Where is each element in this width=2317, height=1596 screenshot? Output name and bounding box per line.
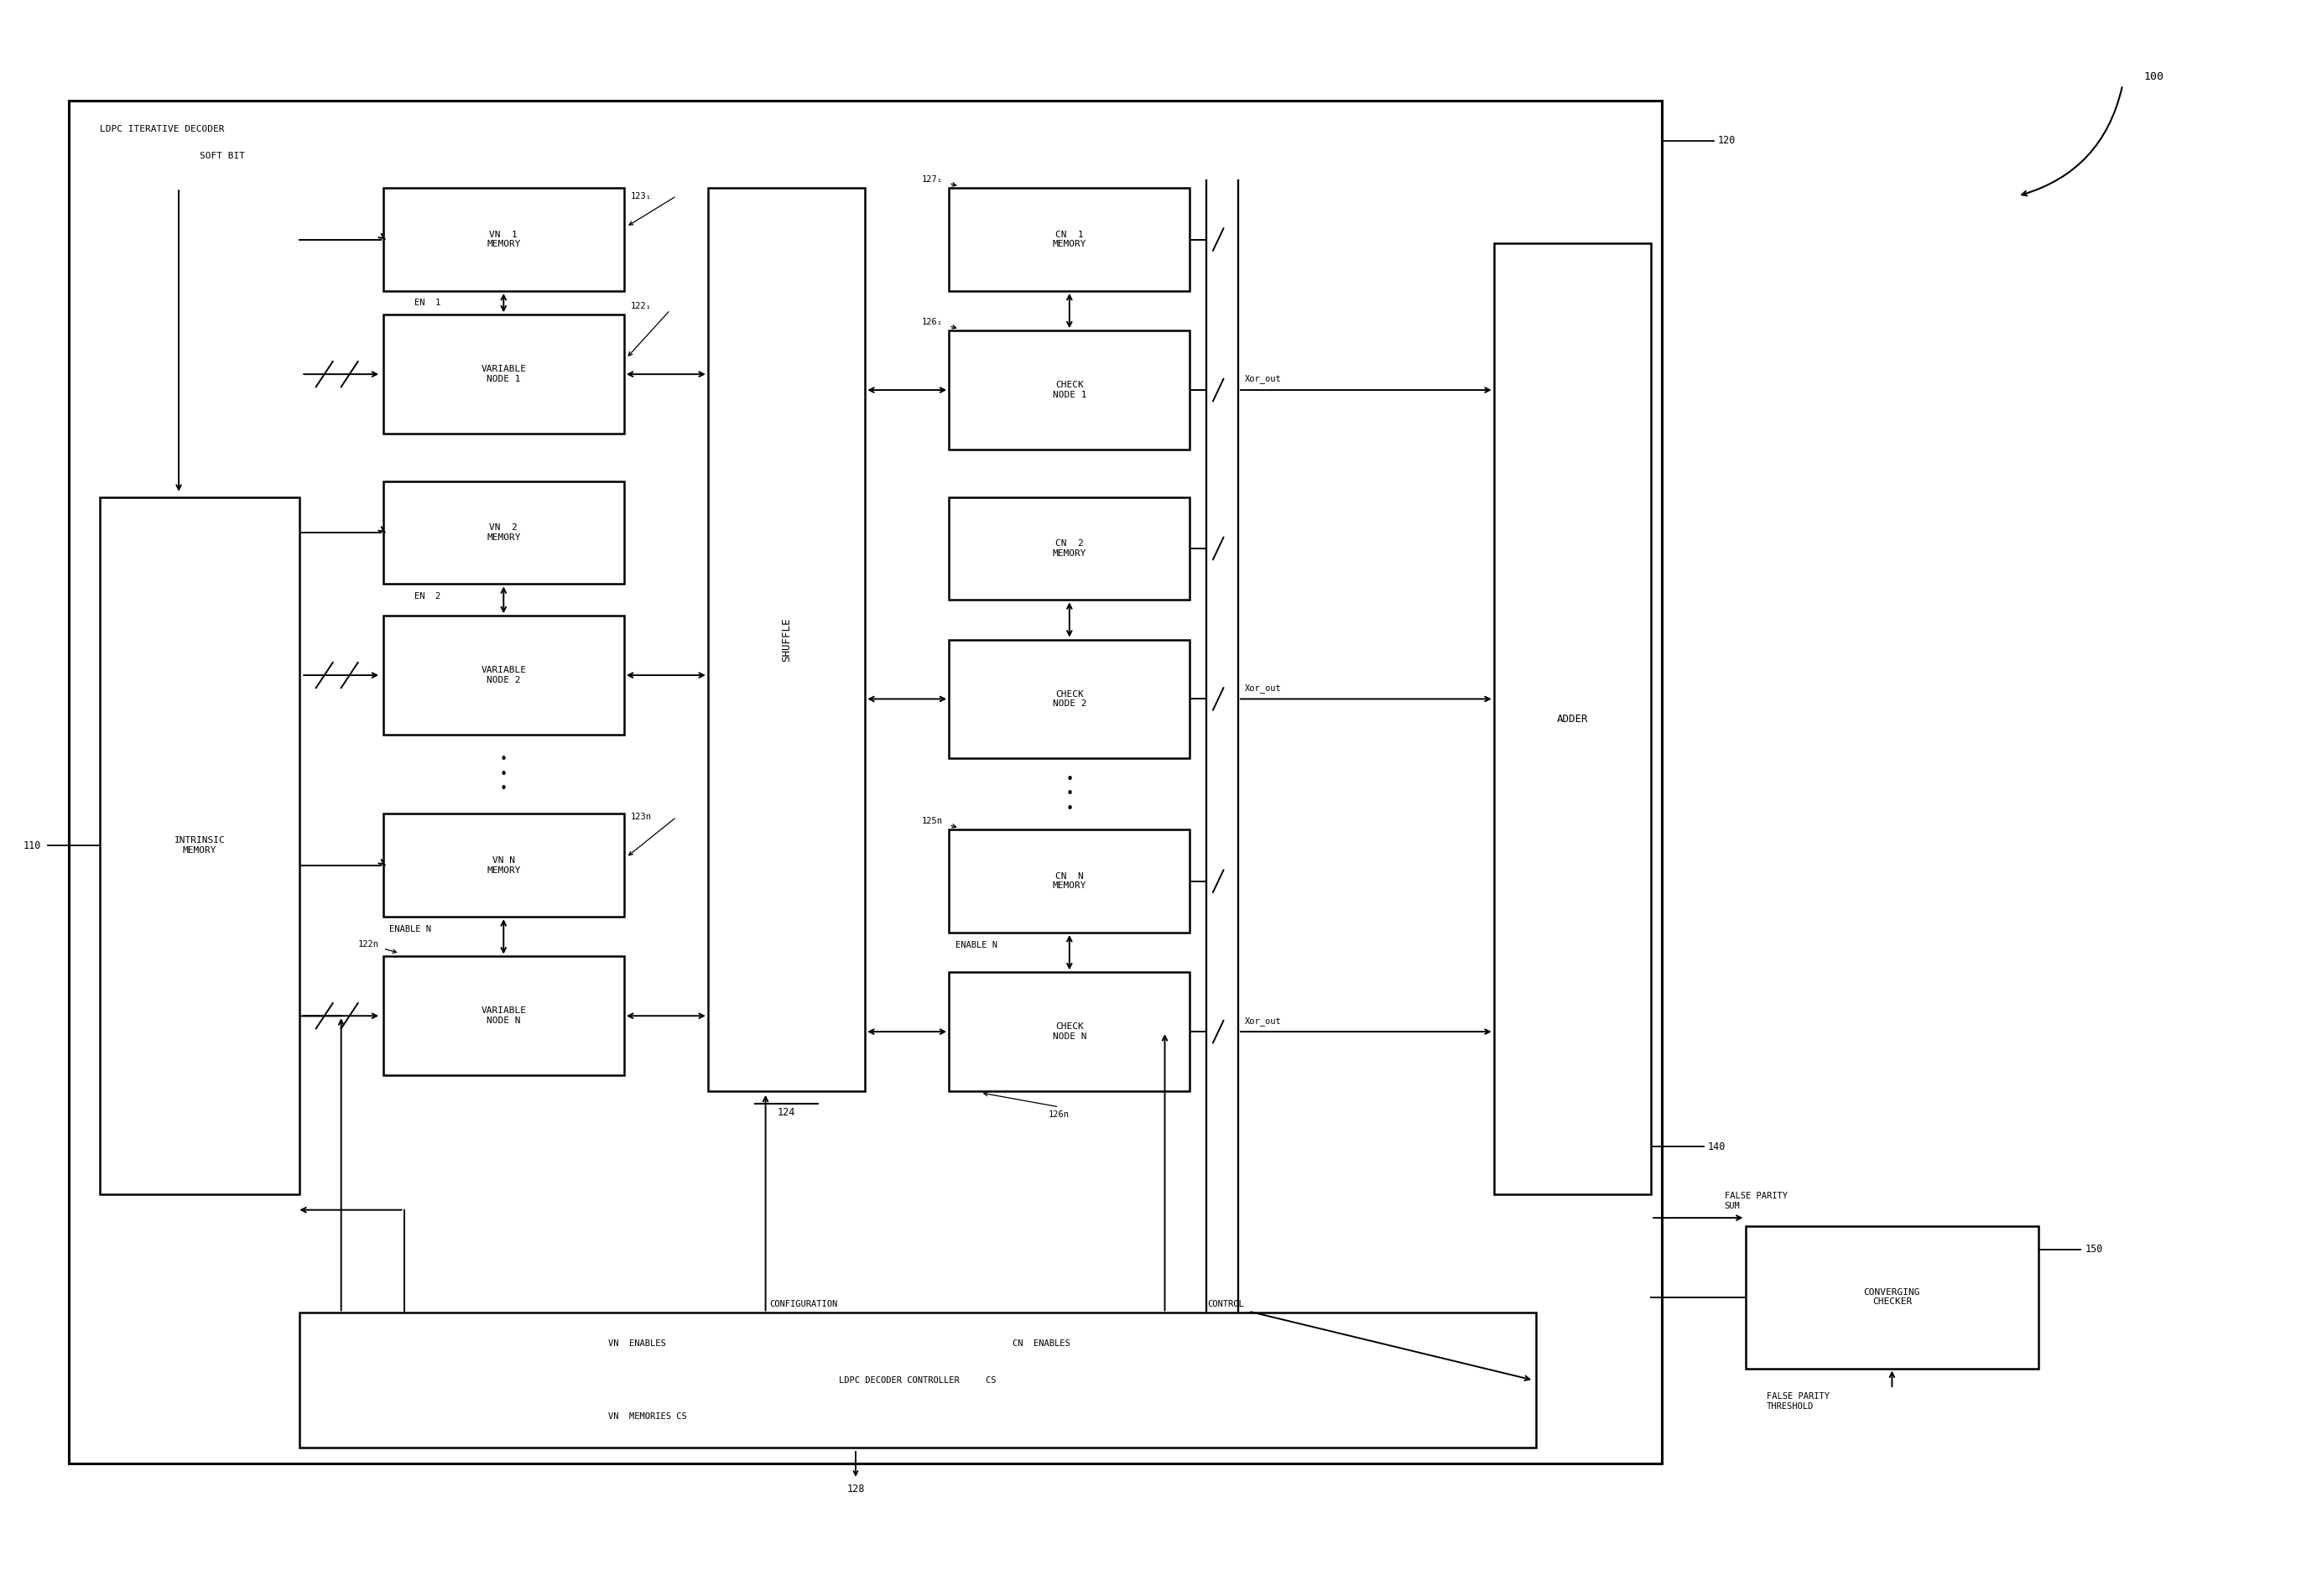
- Text: 123n: 123n: [630, 812, 651, 822]
- Bar: [382, 956, 623, 1076]
- Text: CHECK
NODE N: CHECK NODE N: [1052, 1023, 1087, 1041]
- Text: LDPC ITERATIVE DECODER: LDPC ITERATIVE DECODER: [100, 124, 225, 132]
- Text: 140: 140: [1708, 1141, 1726, 1152]
- Text: VN  MEMORIES CS: VN MEMORIES CS: [609, 1412, 688, 1420]
- Text: CHECK
NODE 1: CHECK NODE 1: [1052, 381, 1087, 399]
- Text: 122n: 122n: [357, 940, 380, 948]
- Bar: [100, 496, 299, 1194]
- Text: CN  N
MEMORY: CN N MEMORY: [1052, 871, 1087, 891]
- Text: ENABLE N: ENABLE N: [389, 924, 431, 934]
- Text: VARIABLE
NODE 2: VARIABLE NODE 2: [482, 666, 526, 685]
- Text: 125n: 125n: [922, 817, 943, 825]
- Text: ENABLE N: ENABLE N: [955, 940, 996, 950]
- Text: 150: 150: [2085, 1245, 2104, 1254]
- Bar: [950, 188, 1191, 290]
- Text: INTRINSIC
MEMORY: INTRINSIC MEMORY: [174, 836, 225, 854]
- Text: EN  1: EN 1: [415, 298, 440, 308]
- Text: 126₁: 126₁: [922, 318, 943, 326]
- Text: CN  2
MEMORY: CN 2 MEMORY: [1052, 539, 1087, 557]
- Text: ADDER: ADDER: [1557, 713, 1587, 725]
- Bar: [299, 1314, 1536, 1448]
- Bar: [382, 314, 623, 434]
- Bar: [950, 330, 1191, 450]
- Text: VARIABLE
NODE N: VARIABLE NODE N: [482, 1007, 526, 1025]
- Bar: [382, 616, 623, 734]
- Text: 124: 124: [779, 1108, 795, 1117]
- Text: FALSE PARITY
SUM: FALSE PARITY SUM: [1724, 1192, 1786, 1210]
- Bar: [382, 480, 623, 584]
- Text: •
•
•: • • •: [500, 753, 507, 795]
- Bar: [70, 101, 1661, 1464]
- Bar: [950, 640, 1191, 758]
- Text: 123₁: 123₁: [630, 192, 651, 200]
- Text: VARIABLE
NODE 1: VARIABLE NODE 1: [482, 365, 526, 383]
- Bar: [709, 188, 864, 1092]
- Text: 122₁: 122₁: [630, 302, 651, 310]
- Text: 128: 128: [846, 1484, 864, 1495]
- Text: CONVERGING
CHECKER: CONVERGING CHECKER: [1863, 1288, 1921, 1306]
- Text: 100: 100: [2143, 72, 2164, 83]
- Text: VN  2
MEMORY: VN 2 MEMORY: [487, 523, 521, 541]
- Text: SHUFFLE: SHUFFLE: [781, 618, 792, 662]
- Bar: [1494, 244, 1652, 1194]
- Text: Xor_out: Xor_out: [1244, 683, 1281, 693]
- Text: 126n: 126n: [1050, 1111, 1070, 1119]
- Text: FALSE PARITY
THRESHOLD: FALSE PARITY THRESHOLD: [1766, 1392, 1828, 1411]
- Text: 120: 120: [1719, 136, 1735, 145]
- Text: VN N
MEMORY: VN N MEMORY: [487, 857, 521, 875]
- Text: VN  1
MEMORY: VN 1 MEMORY: [487, 230, 521, 249]
- Text: EN  2: EN 2: [415, 592, 440, 600]
- Bar: [382, 814, 623, 916]
- Text: CN  1
MEMORY: CN 1 MEMORY: [1052, 230, 1087, 249]
- Text: CHECK
NODE 2: CHECK NODE 2: [1052, 689, 1087, 709]
- Text: •
•
•: • • •: [1066, 772, 1073, 816]
- Text: CONFIGURATION: CONFIGURATION: [769, 1299, 839, 1309]
- Text: 110: 110: [23, 839, 42, 851]
- Text: 127₁: 127₁: [922, 176, 943, 184]
- Text: CN  ENABLES: CN ENABLES: [1013, 1339, 1070, 1349]
- Text: VN  ENABLES: VN ENABLES: [609, 1339, 665, 1349]
- Bar: [950, 496, 1191, 600]
- Text: Xor_out: Xor_out: [1244, 375, 1281, 383]
- Text: CONTROL: CONTROL: [1207, 1299, 1244, 1309]
- Text: SOFT BIT: SOFT BIT: [199, 152, 246, 161]
- Bar: [950, 972, 1191, 1092]
- Text: Xor_out: Xor_out: [1244, 1017, 1281, 1025]
- Text: LDPC DECODER CONTROLLER     CS: LDPC DECODER CONTROLLER CS: [839, 1376, 996, 1384]
- Bar: [1745, 1226, 2039, 1368]
- Bar: [382, 188, 623, 290]
- Bar: [950, 830, 1191, 932]
